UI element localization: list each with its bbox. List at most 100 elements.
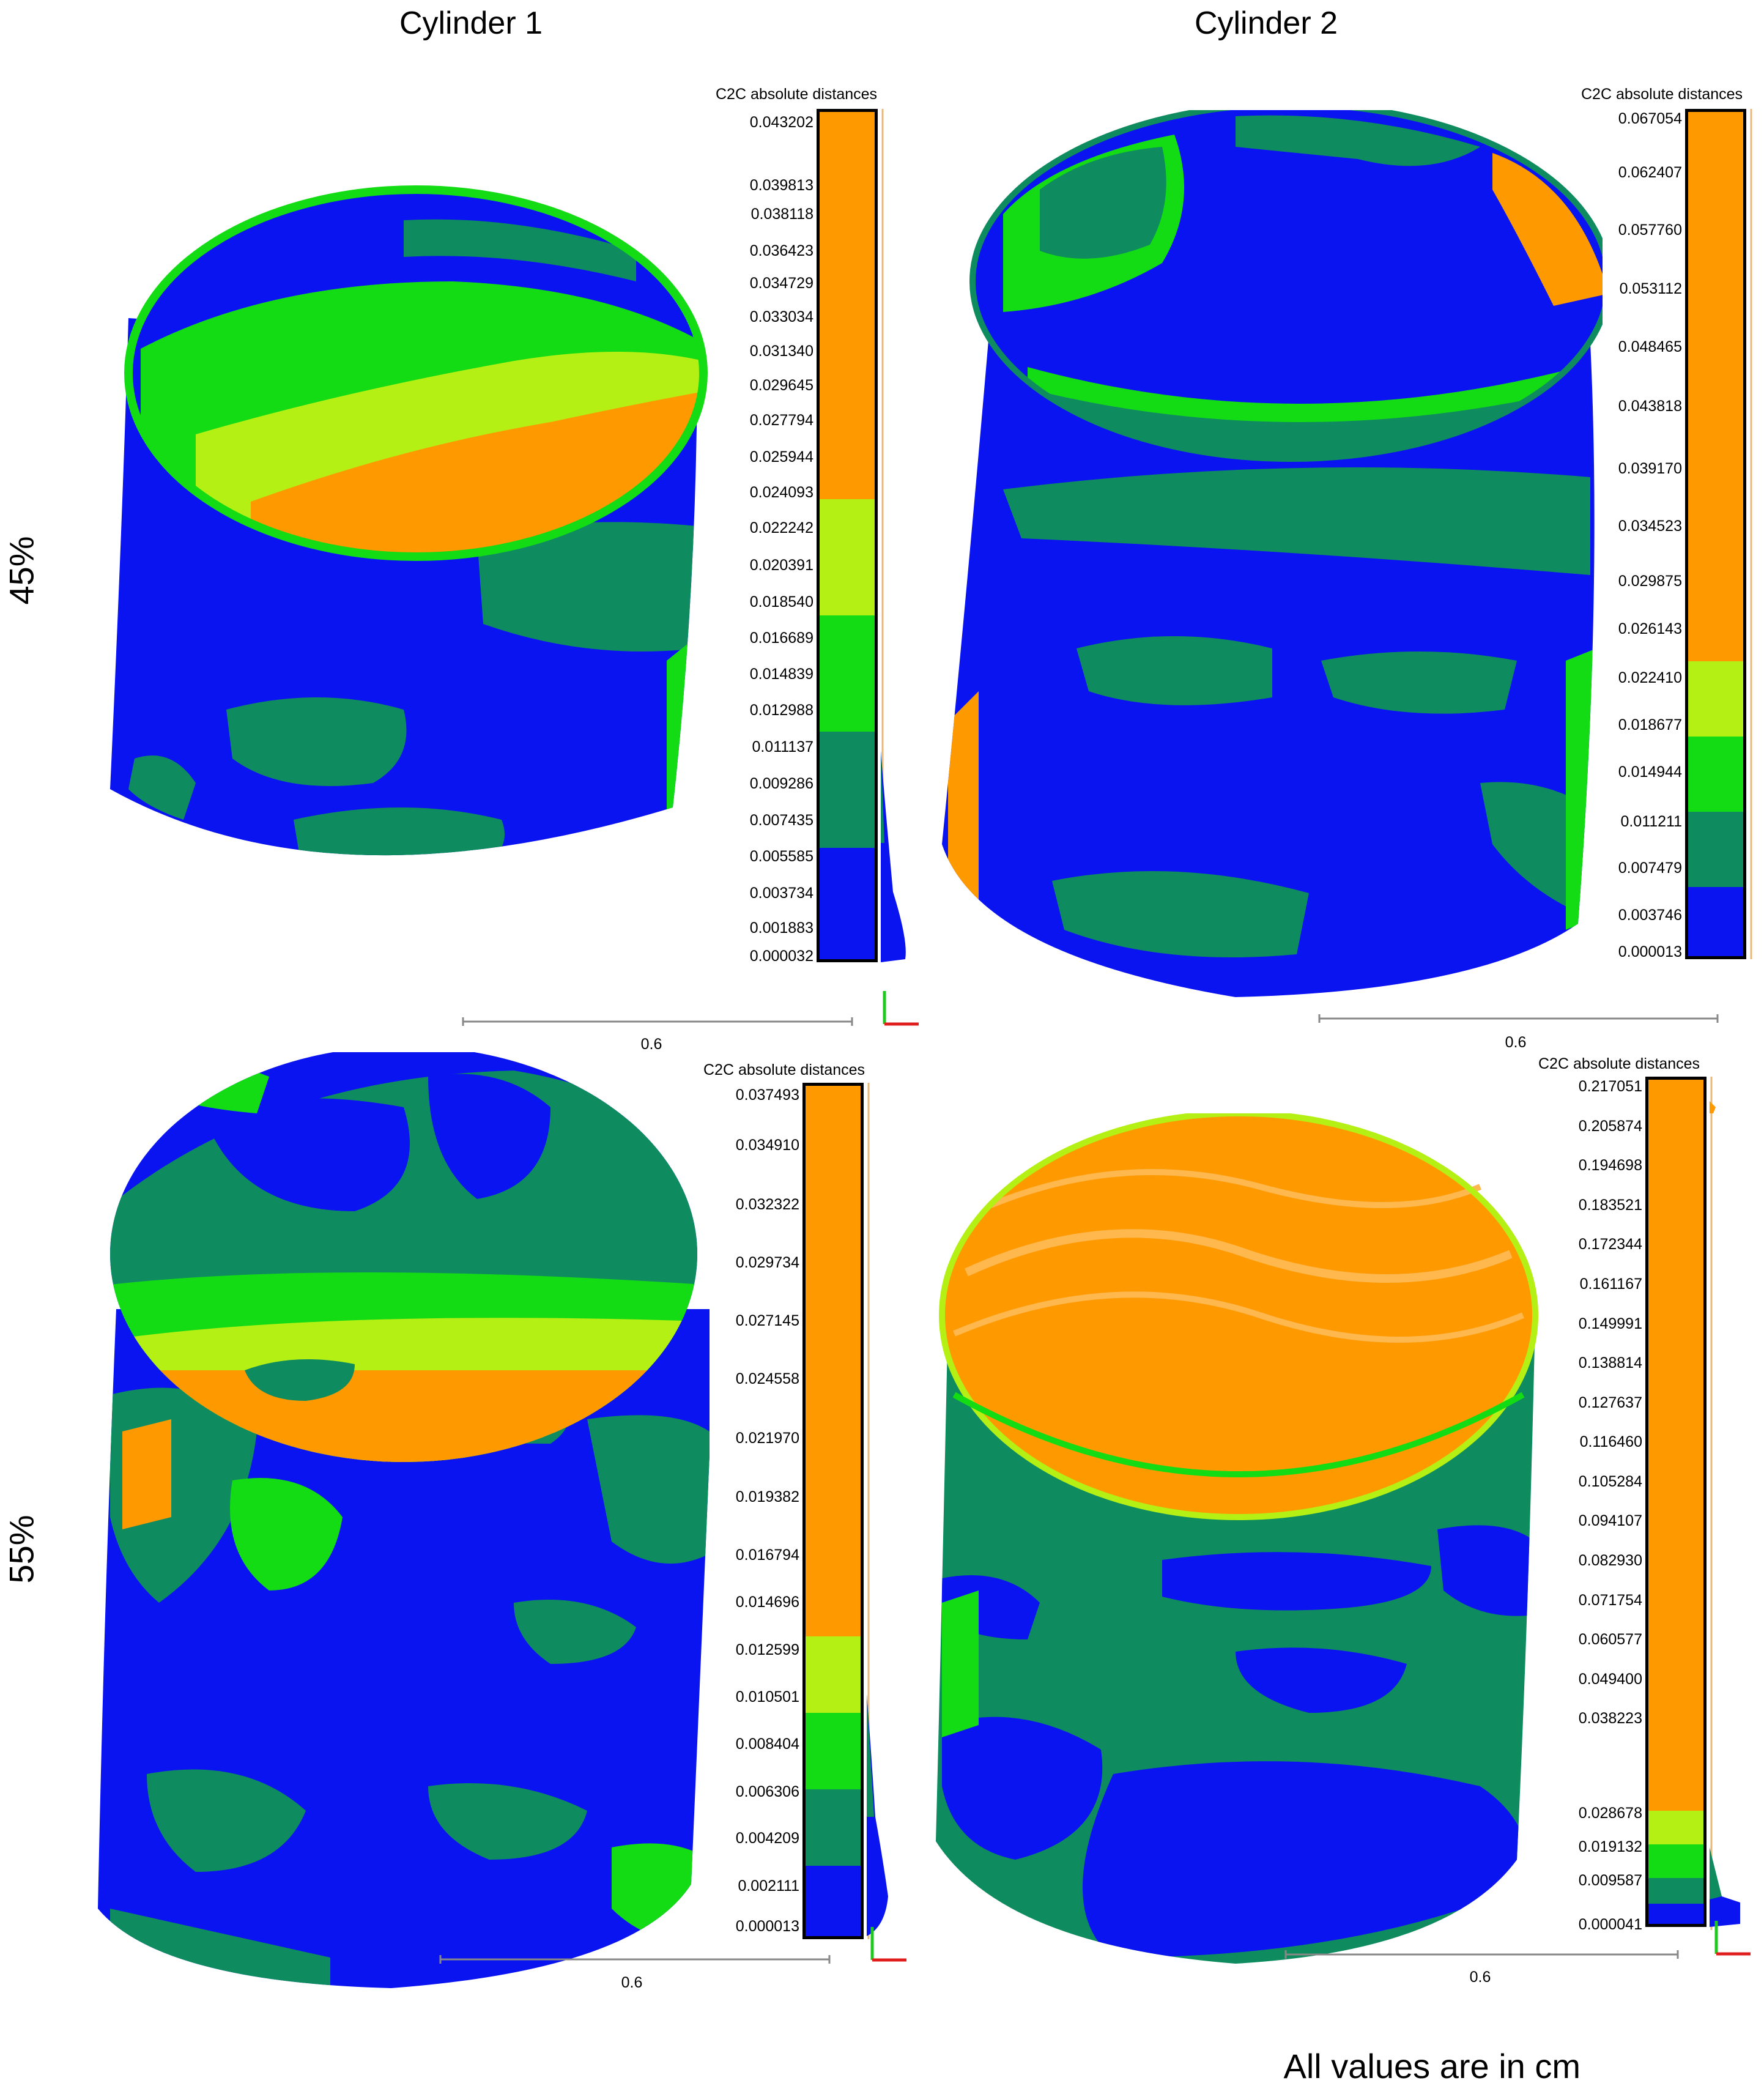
tick-label: 0.038223: [1578, 1710, 1642, 1727]
tick-label: 0.082930: [1578, 1552, 1642, 1569]
tick-label: 0.000013: [1618, 943, 1682, 960]
band-green: [1688, 737, 1743, 812]
band-orange: [820, 112, 875, 499]
axes-icon: [870, 1927, 906, 1962]
tick-label: 0.022410: [1618, 669, 1682, 686]
tick-label: 0.053112: [1619, 280, 1682, 297]
tick-label: 0.116460: [1579, 1433, 1642, 1450]
distance-histogram: [1710, 1077, 1740, 1930]
tick-label: 0.019382: [735, 1488, 799, 1505]
scale-bar-label: 0.6: [621, 1974, 643, 1991]
scale-bar-label: 0.6: [1469, 1969, 1491, 1986]
tick-label: 0.027794: [749, 412, 813, 429]
legend-title: C2C absolute distances: [1581, 86, 1743, 103]
tick-label: 0.062407: [1618, 164, 1682, 181]
tick-label: 0.003734: [749, 885, 813, 902]
color-scale-bar: [1645, 1077, 1707, 1927]
tick-label: 0.043818: [1618, 398, 1682, 415]
tick-label: 0.010501: [735, 1688, 799, 1706]
tick-label: 0.002111: [738, 1877, 799, 1895]
band-yellow-green: [1688, 661, 1743, 737]
band-yellow-green: [820, 499, 875, 615]
tick-label: 0.014839: [749, 666, 813, 683]
band-green: [1648, 1844, 1703, 1878]
tick-label: 0.033034: [749, 308, 813, 325]
tick-label: 0.037493: [735, 1086, 799, 1104]
tick-label: 0.014696: [735, 1594, 799, 1611]
axes-icon: [1714, 1921, 1751, 1956]
tick-label: 0.028678: [1578, 1805, 1642, 1822]
tick-label: 0.009587: [1578, 1872, 1642, 1889]
band-teal: [1688, 812, 1743, 887]
cylinder-render-45-1: [110, 185, 708, 856]
tick-label: 0.004209: [735, 1830, 799, 1847]
tick-label: 0.016689: [749, 629, 813, 647]
tick-label: 0.034910: [735, 1137, 799, 1154]
band-blue: [806, 1866, 861, 1936]
tick-label: 0.006306: [735, 1783, 799, 1800]
band-orange: [1688, 112, 1743, 661]
tick-label: 0.019132: [1578, 1838, 1642, 1855]
tick-label: 0.071754: [1578, 1592, 1642, 1609]
tick-label: 0.194698: [1578, 1157, 1642, 1174]
tick-label: 0.000041: [1578, 1916, 1642, 1933]
tick-label: 0.138814: [1578, 1354, 1642, 1371]
scale-bar: [462, 1017, 853, 1026]
column-title-cylinder-2: Cylinder 2: [1194, 6, 1338, 41]
tick-label: 0.036423: [749, 242, 813, 259]
tick-label: 0.008404: [735, 1735, 799, 1753]
band-orange: [806, 1086, 861, 1636]
tick-label: 0.039813: [749, 177, 813, 194]
tick-label: 0.009286: [749, 775, 813, 792]
tick-label: 0.027145: [735, 1312, 799, 1329]
tick-label: 0.012599: [735, 1641, 799, 1658]
tick-label: 0.049400: [1578, 1671, 1642, 1688]
band-teal: [820, 732, 875, 848]
tick-label: 0.172344: [1578, 1236, 1642, 1253]
tick-label: 0.034729: [749, 275, 813, 292]
tick-label: 0.018540: [749, 593, 813, 611]
scale-bar: [439, 1955, 831, 1964]
tick-label: 0.127637: [1578, 1394, 1642, 1411]
scale-bar: [1284, 1950, 1679, 1959]
tick-label: 0.034523: [1618, 518, 1682, 535]
color-scale-bar: [817, 109, 878, 962]
tick-label: 0.014944: [1618, 763, 1682, 781]
tick-label: 0.217051: [1578, 1078, 1642, 1095]
tick-label: 0.029875: [1618, 573, 1682, 590]
tick-label: 0.005585: [749, 848, 813, 865]
scale-bar: [1318, 1014, 1719, 1023]
tick-label: 0.018677: [1618, 716, 1682, 733]
scale-bar-label: 0.6: [640, 1036, 662, 1053]
tick-label: 0.001883: [749, 919, 813, 937]
tick-label: 0.161167: [1579, 1275, 1642, 1293]
distance-histogram: [867, 1083, 888, 1939]
tick-label: 0.039170: [1618, 460, 1682, 477]
tick-label: 0.067054: [1618, 110, 1682, 127]
scale-bar-label: 0.6: [1505, 1034, 1527, 1051]
tick-label: 0.043202: [749, 114, 813, 131]
tick-label: 0.149991: [1578, 1315, 1642, 1332]
tick-label: 0.016794: [735, 1546, 799, 1564]
tick-label: 0.021970: [735, 1430, 799, 1447]
band-green: [806, 1713, 861, 1789]
tick-label: 0.183521: [1578, 1197, 1642, 1214]
tick-label: 0.048465: [1618, 338, 1682, 355]
tick-label: 0.000013: [735, 1918, 799, 1935]
tick-label: 0.026143: [1618, 620, 1682, 637]
legend-title: C2C absolute distances: [1538, 1055, 1700, 1072]
color-scale-bar: [1685, 109, 1746, 959]
tick-label: 0.011137: [752, 738, 813, 755]
cylinder-render-45-2: [942, 110, 1603, 997]
legend-title: C2C absolute distances: [703, 1061, 865, 1078]
tick-label: 0.022242: [749, 519, 813, 536]
band-yellow-green: [1648, 1811, 1703, 1844]
tick-label: 0.003746: [1618, 907, 1682, 924]
cylinder-render-55-1: [98, 1052, 710, 1988]
tick-label: 0.032322: [735, 1196, 799, 1213]
band-yellow-green: [806, 1636, 861, 1713]
band-green: [820, 615, 875, 732]
tick-label: 0.205874: [1578, 1118, 1642, 1135]
tick-label: 0.025944: [749, 448, 813, 466]
band-teal: [806, 1789, 861, 1866]
